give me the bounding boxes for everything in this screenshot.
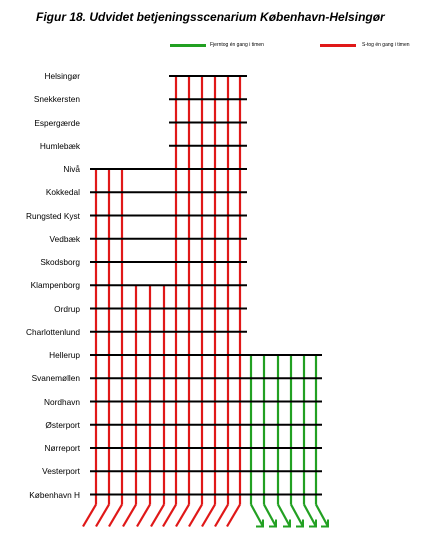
s-tog-tail	[122, 503, 137, 528]
s-tog-tail	[214, 503, 229, 528]
fjerntog-tail	[290, 503, 304, 528]
s-tog-tail	[108, 503, 123, 528]
station-label: Nordhavn	[44, 396, 80, 407]
s-tog-tail	[95, 503, 110, 528]
station-label: Østerport	[45, 419, 80, 430]
station-label: Helsingør	[44, 71, 80, 81]
legend-label-fjerntog: Fjerntog én gang i timen	[210, 42, 264, 48]
station-label: Charlottenlund	[26, 326, 80, 337]
fjerntog-tail	[263, 503, 277, 528]
fjerntog-tail	[315, 503, 329, 528]
fjerntog-arrowhead	[256, 519, 264, 528]
fjerntog-arrowhead	[283, 519, 291, 528]
station-label: København H	[29, 489, 80, 500]
s-tog-tail	[162, 503, 177, 528]
legend-line-fjerntog	[170, 44, 206, 47]
station-label: Espergærde	[34, 117, 80, 128]
station-label: Nivå	[63, 164, 80, 174]
station-label: Klampenborg	[30, 280, 80, 291]
station-label: Nørreport	[44, 443, 81, 453]
fjerntog-tail	[277, 503, 291, 528]
station-label: Snekkersten	[33, 94, 80, 105]
station-label: Svanemøllen	[31, 373, 80, 384]
s-tog-tail	[82, 503, 97, 528]
fjerntog-arrowhead	[309, 519, 317, 528]
s-tog-tail	[136, 503, 151, 528]
fjerntog-arrowhead	[296, 519, 304, 528]
s-tog-tail	[175, 503, 190, 528]
figure-title: Figur 18. Udvidet betjeningsscenarium Kø…	[36, 10, 385, 24]
station-label: Humlebæk	[39, 140, 80, 151]
station-label: Ordrup	[54, 303, 80, 314]
station-label: Vedbæk	[49, 233, 80, 244]
station-label: Hellerup	[49, 350, 80, 360]
s-tog-tail	[150, 503, 165, 528]
station-label: Rungsted Kyst	[26, 210, 80, 221]
station-label: Skodsborg	[40, 257, 80, 267]
legend-line-s-tog	[320, 44, 356, 47]
fjerntog-tail	[303, 503, 317, 528]
fjerntog-tail	[250, 503, 264, 528]
station-label: Kokkedal	[45, 187, 80, 198]
fjerntog-arrowhead	[269, 519, 277, 528]
legend-label-s-tog: S-tog én gang i timen	[362, 42, 410, 48]
station-label: Vesterport	[42, 466, 80, 477]
fjerntog-arrowhead	[321, 519, 329, 528]
s-tog-tail	[188, 503, 203, 528]
s-tog-tail	[201, 503, 216, 528]
s-tog-tail	[226, 503, 241, 528]
